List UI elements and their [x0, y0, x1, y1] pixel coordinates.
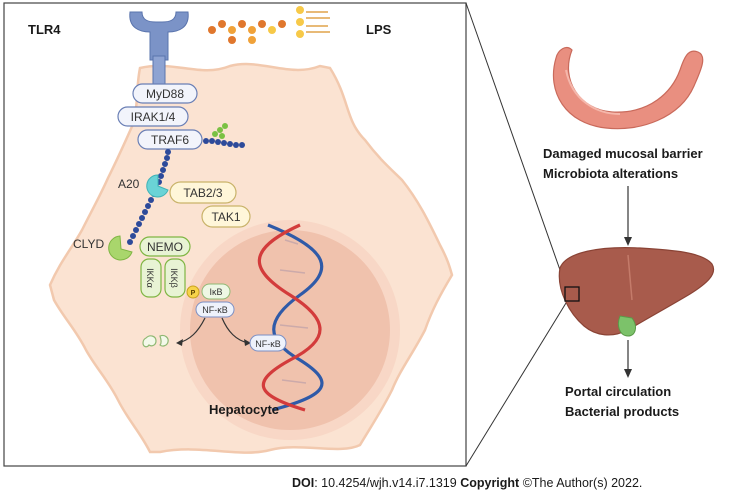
- a20-label: A20: [118, 177, 140, 191]
- zoom-box: [564, 286, 580, 302]
- clyd-enzyme-icon: [108, 235, 133, 261]
- myd88-node: MyD88: [132, 83, 198, 104]
- ubiquitin-chain-down-icon: [127, 149, 171, 245]
- nfkb-cytoplasm-node: NF-κB: [195, 301, 235, 318]
- lps-molecules-icon: [208, 6, 330, 44]
- microbiota-label: Microbiota alterations: [543, 166, 678, 181]
- intestine-icon: [552, 46, 704, 130]
- arrow-head-left: [176, 339, 183, 346]
- nucleus: [190, 230, 390, 430]
- arrow-head-right: [244, 339, 251, 346]
- arrow-head-down-2: [624, 369, 632, 378]
- nemo-node: NEMO: [139, 236, 191, 257]
- ikb-label: IκB: [209, 287, 222, 297]
- ubiquitin-chain-right-icon: [203, 123, 245, 148]
- a20-enzyme-icon: [146, 174, 169, 198]
- ikkb-node: IKKβ: [164, 258, 186, 298]
- phosphate-label: P: [191, 290, 196, 297]
- doi-label: DOI: [292, 476, 315, 490]
- tak1-node: TAK1: [201, 205, 251, 228]
- clyd-label: CLYD: [73, 237, 104, 251]
- tlr4-label: TLR4: [28, 22, 61, 37]
- tlr4-receptor-icon: [129, 11, 189, 87]
- nfkb-nuclear-label: NF-κB: [255, 339, 281, 349]
- nemo-label: NEMO: [147, 240, 183, 254]
- liver-icon: [558, 247, 715, 337]
- lps-label: LPS: [366, 22, 392, 37]
- irak-node: IRAK1/4: [117, 106, 189, 127]
- nfkb-label: NF-κB: [202, 305, 228, 315]
- irak-label: IRAK1/4: [131, 110, 176, 124]
- hepatocyte-label: Hepatocyte: [209, 402, 279, 417]
- ikb-node: IκB: [201, 283, 231, 300]
- tak1-label: TAK1: [211, 210, 240, 224]
- citation-footer: DOI: 10.4254/wjh.v14.i7.1319 Copyright ©…: [292, 476, 728, 494]
- traf6-node: TRAF6: [137, 129, 203, 150]
- ikkb-label: IKKβ: [169, 268, 179, 288]
- degraded-ikb-icon: [142, 334, 169, 348]
- portal-circulation-label: Portal circulation: [565, 384, 671, 399]
- traf6-label: TRAF6: [151, 133, 189, 147]
- ikka-label: IKKα: [145, 268, 155, 288]
- phosphate-badge: P: [186, 285, 200, 299]
- nfkb-nuclear-node: NF-κB: [249, 334, 287, 352]
- projection-line-top: [465, 2, 567, 288]
- bacterial-products-label: Bacterial products: [565, 404, 679, 419]
- tab23-label: TAB2/3: [183, 186, 222, 200]
- copyright-value: ©The Author(s) 2022.: [519, 476, 643, 490]
- tab23-node: TAB2/3: [169, 181, 237, 204]
- doi-value: : 10.4254/wjh.v14.i7.1319: [314, 476, 461, 490]
- damaged-barrier-label: Damaged mucosal barrier: [543, 146, 703, 161]
- projection-line-bottom: [465, 302, 567, 467]
- ikka-node: IKKα: [140, 258, 162, 298]
- dna-helix-icon: [257, 223, 324, 412]
- arrow-head-down-1: [624, 237, 632, 246]
- copyright-label: Copyright: [460, 476, 520, 490]
- myd88-label: MyD88: [146, 87, 184, 101]
